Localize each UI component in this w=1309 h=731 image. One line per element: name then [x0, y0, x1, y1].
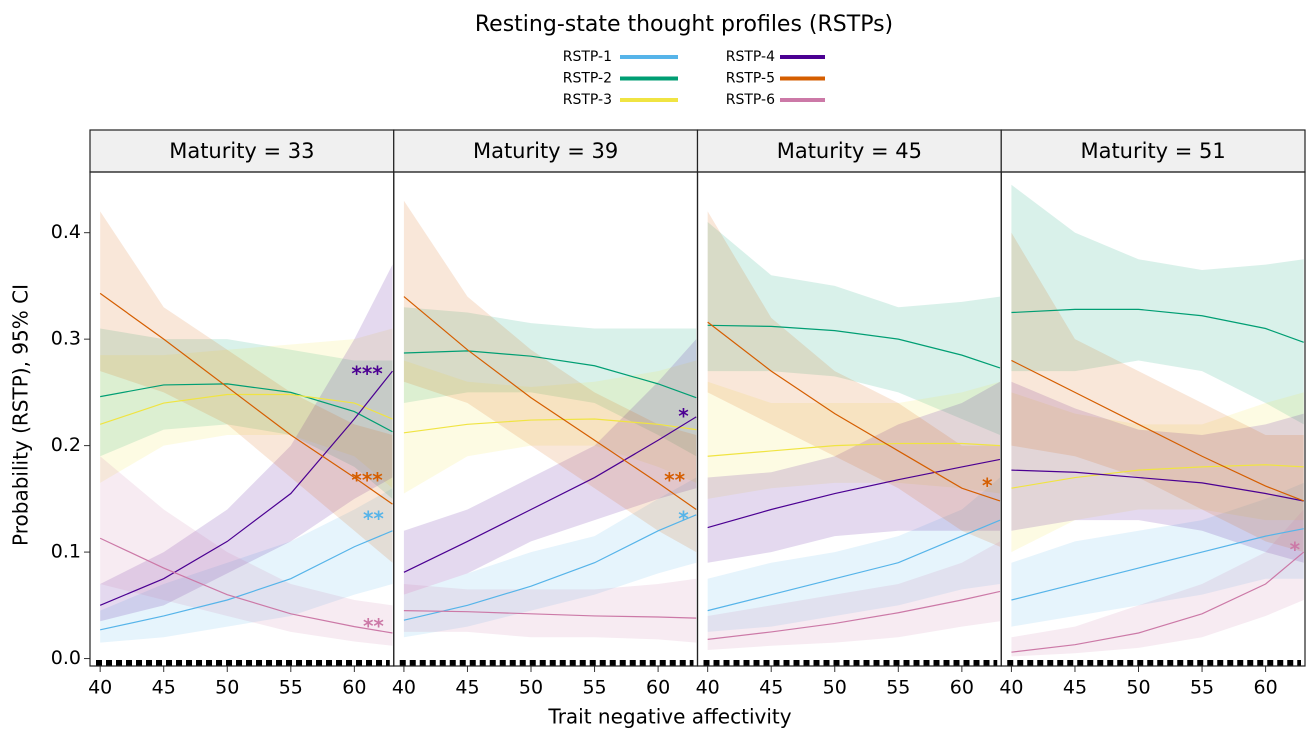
x-tick-label: 55 — [582, 677, 606, 699]
series-line — [403, 610, 697, 619]
series-line — [403, 514, 697, 621]
ci-band — [707, 381, 1000, 499]
y-tick-label: 0.4 — [51, 221, 81, 243]
x-tick-label: 50 — [823, 677, 847, 699]
ci-band — [100, 328, 393, 489]
ci-band — [403, 578, 697, 643]
y-tick-label: 0.2 — [51, 434, 81, 456]
x-axis-label: Trait negative affectivity — [547, 705, 791, 729]
facet-title: Maturity = 45 — [777, 139, 922, 163]
series-line — [99, 537, 393, 634]
significance-stars: * — [678, 506, 689, 530]
legend-label: RSTP-4 — [726, 49, 775, 65]
facet-title: Maturity = 39 — [473, 139, 618, 163]
series-line — [1011, 469, 1304, 502]
x-tick-label: 55 — [886, 677, 910, 699]
y-tick-label: 0.0 — [51, 647, 81, 669]
ci-band — [707, 222, 1000, 435]
series-line — [403, 350, 697, 399]
ci-band — [100, 488, 393, 643]
legend-label: RSTP-6 — [726, 92, 775, 108]
series-line — [99, 393, 393, 425]
x-tick-label: 60 — [1254, 677, 1278, 699]
ci-band — [403, 339, 697, 595]
ci-band — [100, 456, 393, 646]
x-tick-label: 40 — [88, 677, 112, 699]
significance-stars: ** — [664, 468, 685, 492]
significance-stars: *** — [351, 468, 383, 492]
significance-stars: ** — [363, 506, 384, 530]
ci-band — [403, 360, 697, 494]
x-tick-label: 50 — [519, 677, 543, 699]
legend-label: RSTP-1 — [563, 49, 612, 65]
legend-label: RSTP-3 — [563, 92, 612, 108]
x-tick-label: 55 — [1190, 677, 1214, 699]
series-line — [707, 324, 1001, 369]
ci-band — [100, 211, 393, 563]
series-line — [707, 519, 1001, 612]
series-line — [1011, 464, 1304, 489]
facet-strip — [696, 129, 1002, 173]
ci-band — [1011, 392, 1304, 553]
facet-strip — [1000, 129, 1306, 173]
x-tick-label: 50 — [1126, 677, 1150, 699]
x-tick-label: 40 — [392, 677, 416, 699]
significance-stars: * — [982, 473, 993, 497]
significance-stars: ** — [363, 614, 384, 638]
x-tick-label: 45 — [1063, 677, 1087, 699]
series-line — [707, 458, 1001, 529]
facet-title: Maturity = 51 — [1080, 139, 1225, 163]
ci-band — [707, 381, 1000, 563]
y-tick-label: 0.3 — [51, 328, 81, 350]
series-line — [99, 292, 393, 505]
legend-label: RSTP-2 — [563, 71, 612, 87]
series-line — [1011, 308, 1304, 343]
x-tick-label: 55 — [279, 677, 303, 699]
ci-band — [403, 477, 697, 638]
series-line — [100, 383, 393, 433]
ci-band — [403, 307, 697, 457]
x-tick-label: 60 — [950, 677, 974, 699]
facet-title: Maturity = 33 — [169, 139, 314, 163]
series-line — [1011, 528, 1304, 601]
significance-stars: * — [1290, 537, 1301, 561]
x-tick-label: 45 — [152, 677, 176, 699]
x-tick-label: 60 — [646, 677, 670, 699]
ci-band — [707, 477, 1000, 632]
ci-band — [1011, 509, 1304, 657]
ci-band — [707, 211, 1000, 547]
chart-title: Resting-state thought profiles (RSTPs) — [475, 12, 893, 37]
ci-band — [403, 200, 697, 553]
series-line — [707, 321, 1001, 502]
panel-border — [1000, 171, 1306, 667]
y-tick-label: 0.1 — [51, 541, 81, 563]
x-tick-label: 45 — [455, 677, 479, 699]
ci-band — [1011, 184, 1304, 425]
y-axis-label: Probability (RSTP), 95% CI — [9, 284, 33, 546]
x-tick-label: 60 — [342, 677, 366, 699]
series-line — [1011, 551, 1305, 653]
x-tick-label: 50 — [215, 677, 239, 699]
legend-label: RSTP-5 — [726, 71, 775, 87]
ci-band — [1011, 381, 1304, 563]
series-line — [1011, 359, 1304, 502]
series-line — [100, 530, 393, 631]
series-line — [707, 590, 1001, 640]
series-line — [99, 370, 393, 606]
ci-band — [1011, 232, 1304, 553]
series-line — [707, 442, 1001, 457]
series-line — [403, 296, 697, 510]
facet-strip — [393, 129, 699, 173]
ci-band — [100, 328, 393, 499]
series-line — [403, 416, 697, 573]
x-tick-label: 40 — [999, 677, 1023, 699]
significance-stars: *** — [351, 362, 383, 386]
x-tick-label: 40 — [696, 677, 720, 699]
significance-stars: * — [678, 404, 689, 428]
ci-band — [707, 541, 1000, 651]
x-tick-label: 45 — [759, 677, 783, 699]
ci-band — [1011, 482, 1304, 627]
